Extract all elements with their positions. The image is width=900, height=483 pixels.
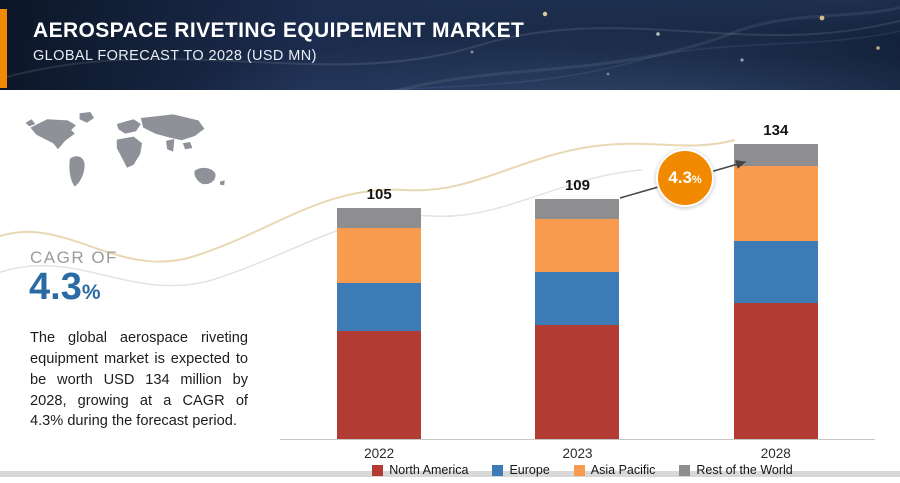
bar-segment-rest-of-the-world bbox=[733, 144, 818, 166]
header-banner: AEROSPACE RIVETING EQUIPEMENT MARKET GLO… bbox=[0, 0, 900, 90]
header-decoration-icon bbox=[0, 6, 900, 90]
growth-badge-unit: % bbox=[691, 173, 702, 186]
x-axis-label: 2028 bbox=[760, 446, 791, 461]
bar-segment-north-america bbox=[337, 331, 422, 439]
header-glow bbox=[0, 0, 900, 90]
legend-swatch bbox=[573, 464, 585, 476]
bar-segment-rest-of-the-world bbox=[535, 199, 620, 219]
cagr-unit: % bbox=[81, 281, 101, 304]
legend-label: Asia Pacific bbox=[590, 463, 656, 477]
bar-stack bbox=[337, 208, 422, 439]
legend-item-asia-pacific: Asia Pacific bbox=[573, 463, 656, 477]
page-subtitle: GLOBAL FORECAST TO 2028 (USD MN) bbox=[33, 48, 317, 64]
cagr-label: CAGR OF bbox=[30, 248, 118, 267]
bar-segment-north-america bbox=[535, 325, 620, 439]
x-axis-label: 2023 bbox=[562, 446, 593, 461]
growth-badge: 4.3 % bbox=[656, 149, 714, 207]
legend-item-north-america: North America bbox=[372, 463, 468, 477]
chart: 105 109 134 4.3 % 2022 2023 2028 North Ameri… bbox=[265, 90, 900, 477]
plot-area: 105 109 134 bbox=[280, 90, 875, 440]
legend-swatch bbox=[372, 464, 384, 476]
world-map-icon bbox=[22, 106, 238, 224]
legend-item-rest-of-the-world: Rest of the World bbox=[679, 463, 793, 477]
legend-label: North America bbox=[389, 463, 469, 477]
market-description: The global aerospace riveting equipment … bbox=[30, 330, 248, 430]
bar-total-label: 109 bbox=[564, 177, 590, 194]
bar-column-2022: 105 bbox=[337, 186, 422, 439]
growth-badge-value: 4.3 bbox=[668, 168, 692, 187]
bar-segment-asia-pacific bbox=[337, 228, 422, 283]
cagr-number: 4.3 bbox=[29, 266, 82, 308]
bar-column-2028: 134 bbox=[733, 122, 818, 439]
legend-label: Europe bbox=[509, 463, 550, 477]
page-title: AEROSPACE RIVETING EQUIPEMENT MARKET bbox=[33, 19, 525, 42]
bar-segment-europe bbox=[535, 272, 620, 325]
bar-stack bbox=[733, 144, 818, 439]
legend-item-europe: Europe bbox=[492, 463, 550, 477]
bar-segment-europe bbox=[337, 283, 422, 331]
bar-total-label: 105 bbox=[366, 186, 392, 203]
sidebar: CAGR OF 4.3% The global aerospace riveti… bbox=[0, 90, 265, 477]
bar-segment-rest-of-the-world bbox=[337, 208, 422, 228]
accent-bar bbox=[0, 9, 7, 88]
bar-segment-asia-pacific bbox=[535, 219, 620, 272]
bar-segment-europe bbox=[733, 241, 818, 303]
bar-column-2023: 109 bbox=[535, 177, 620, 439]
content-area: CAGR OF 4.3% The global aerospace riveti… bbox=[0, 90, 900, 477]
x-axis-label: 2022 bbox=[364, 446, 395, 461]
bar-segment-north-america bbox=[733, 303, 818, 439]
legend-swatch bbox=[492, 464, 504, 476]
cagr-value: 4.3% bbox=[29, 268, 101, 306]
legend: North America Europe Asia Pacific Rest of t… bbox=[265, 463, 900, 477]
bar-stack bbox=[535, 199, 620, 439]
legend-label: Rest of the World bbox=[696, 463, 793, 477]
x-axis-labels: 2022 2023 2028 bbox=[280, 446, 875, 461]
footer-strip bbox=[0, 471, 900, 477]
bar-total-label: 134 bbox=[763, 122, 789, 139]
legend-swatch bbox=[679, 464, 691, 476]
bar-segment-asia-pacific bbox=[733, 166, 818, 241]
